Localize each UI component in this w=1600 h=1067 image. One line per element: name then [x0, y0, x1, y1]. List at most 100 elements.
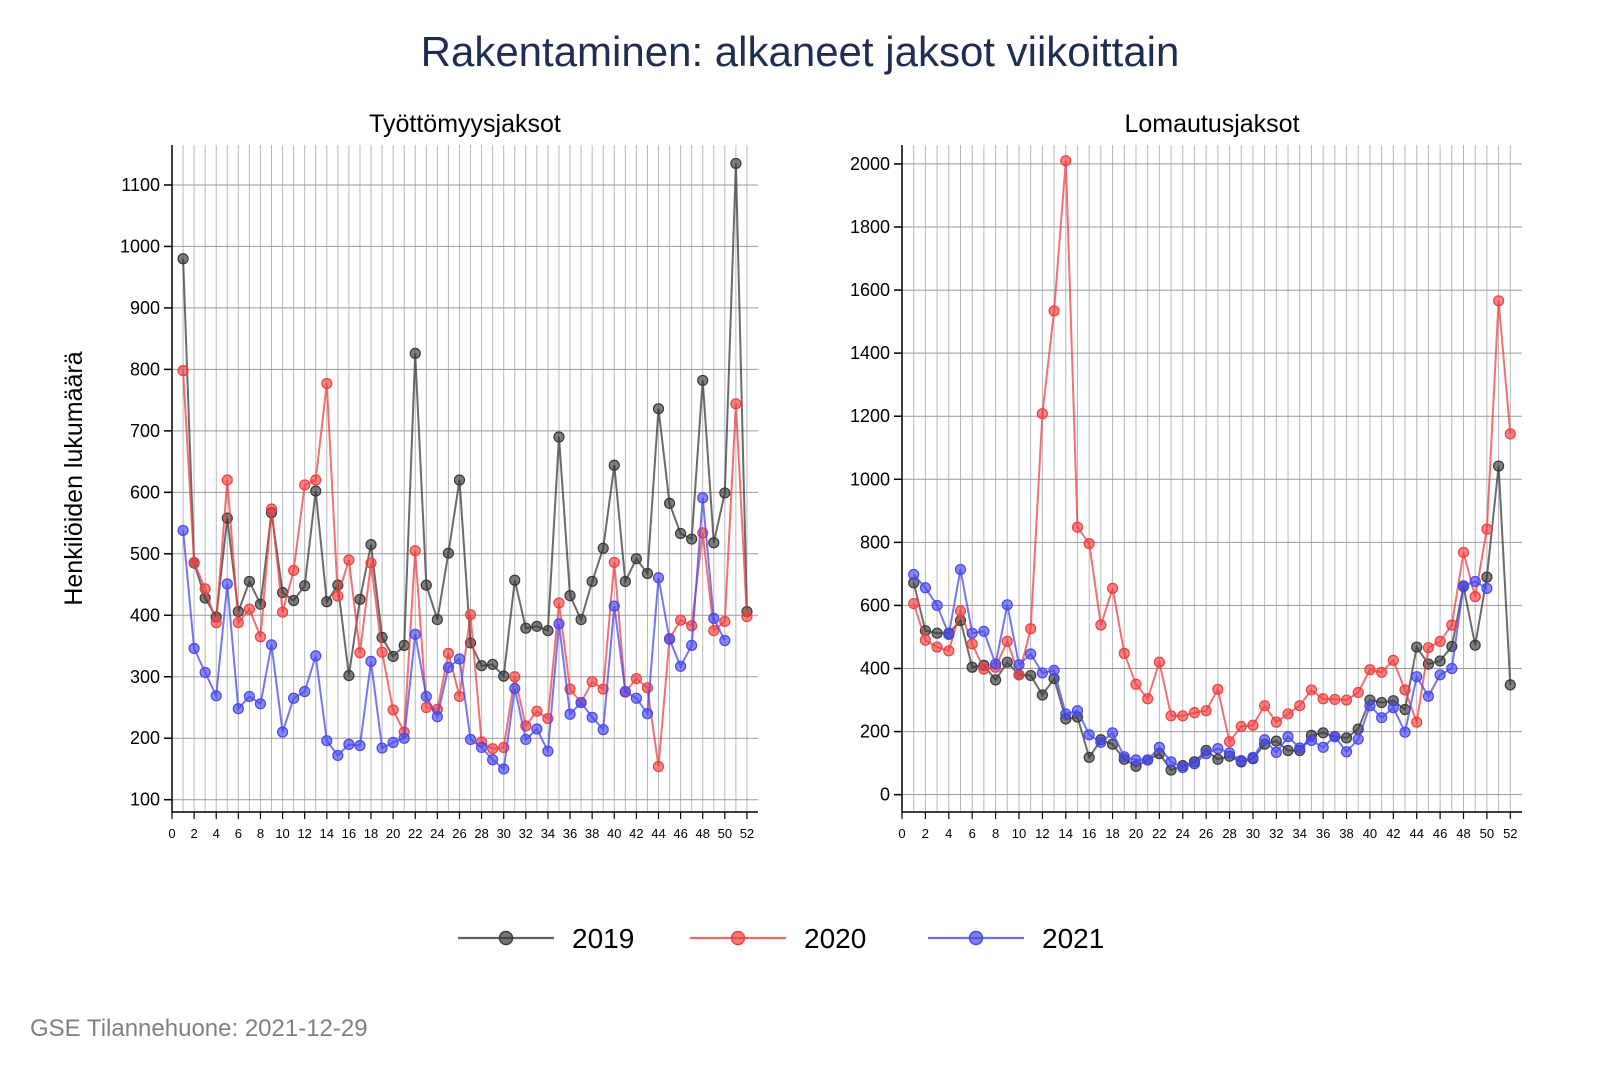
x-tick-label: 46: [673, 826, 687, 841]
x-tick-label: 24: [430, 826, 444, 841]
legend-label-2021: 2021: [1042, 923, 1104, 954]
legend-marker-2019: [498, 930, 514, 946]
x-tick-label: 32: [519, 826, 533, 841]
data-point-2021: [978, 625, 990, 637]
x-tick-label: 8: [992, 826, 999, 841]
data-point-2021: [619, 685, 631, 698]
data-point-2020: [387, 704, 399, 716]
data-point-2019: [1036, 689, 1048, 701]
y-tick-label: 600: [860, 595, 890, 615]
y-tick-label: 900: [130, 298, 160, 318]
x-tick-label: 50: [718, 826, 732, 841]
x-tick-label: 16: [342, 826, 356, 841]
data-point-2020: [730, 398, 742, 410]
data-point-2021: [1282, 731, 1294, 743]
data-point-2021: [919, 582, 931, 594]
chart-title: Rakentaminen: alkaneet jaksot viikoittai…: [421, 28, 1180, 75]
data-point-2020: [686, 620, 698, 632]
data-point-2019: [365, 538, 377, 551]
series-line-2019: [912, 465, 1512, 772]
y-tick-label: 300: [130, 667, 160, 687]
data-point-2021: [409, 628, 421, 640]
data-point-2021: [376, 742, 388, 754]
data-point-2019: [575, 613, 587, 626]
data-point-2020: [966, 638, 978, 650]
x-tick-label: 8: [257, 826, 264, 841]
data-point-2021: [1259, 734, 1271, 746]
data-point-2020: [708, 625, 720, 637]
data-point-2021: [1294, 742, 1306, 754]
data-point-2021: [1095, 736, 1107, 748]
x-tick-label: 4: [945, 826, 952, 841]
data-point-2019: [708, 537, 720, 549]
y-tick-label: 400: [130, 605, 160, 625]
x-tick-label: 22: [408, 826, 422, 841]
data-point-2021: [608, 600, 620, 612]
data-point-2021: [398, 732, 410, 744]
x-tick-label: 44: [651, 826, 665, 841]
data-point-2021: [276, 726, 289, 738]
data-point-2021: [641, 708, 654, 720]
data-point-2019: [431, 613, 443, 626]
x-tick-label: 38: [585, 826, 599, 841]
data-point-2021: [343, 738, 355, 750]
data-point-2021: [387, 736, 399, 749]
data-point-2019: [1212, 753, 1224, 765]
data-point-2020: [1259, 700, 1271, 712]
x-tick-label: 48: [695, 826, 709, 841]
data-point-2021: [520, 733, 532, 746]
data-point-2020: [188, 556, 200, 569]
data-point-2021: [542, 745, 554, 757]
data-point-2020: [464, 609, 477, 621]
data-point-2019: [531, 620, 543, 632]
data-point-2020: [1493, 295, 1505, 307]
data-point-2020: [1469, 591, 1481, 603]
data-point-2021: [487, 754, 499, 766]
data-point-2019: [409, 347, 421, 359]
data-point-2020: [675, 614, 687, 626]
data-point-2020: [1130, 678, 1142, 690]
data-point-2021: [1223, 747, 1236, 759]
data-point-2021: [1340, 746, 1353, 758]
x-tick-label: 20: [1129, 826, 1143, 841]
data-point-2020: [354, 647, 366, 659]
data-point-2021: [1352, 733, 1364, 745]
x-tick-label: 4: [213, 826, 220, 841]
data-point-2019: [597, 542, 609, 554]
data-point-2021: [210, 690, 222, 702]
data-point-2021: [663, 633, 676, 645]
data-point-2021: [553, 618, 565, 630]
panel-tyottomyysjaksot: Työttömyysjaksot100200300400500600700800…: [60, 110, 758, 841]
x-tick-label: 28: [1222, 826, 1236, 841]
y-tick-label: 200: [860, 722, 890, 742]
data-point-2021: [332, 749, 344, 762]
data-point-2020: [553, 597, 565, 609]
data-point-2020: [1165, 710, 1177, 722]
data-point-2020: [1411, 716, 1423, 728]
data-point-2019: [663, 497, 676, 509]
y-tick-label: 1000: [850, 469, 890, 489]
data-point-2021: [1118, 751, 1130, 763]
data-point-2019: [288, 594, 300, 607]
data-point-2021: [232, 703, 244, 715]
data-point-2021: [966, 627, 978, 639]
y-tick-label: 1600: [850, 280, 890, 300]
data-point-2021: [597, 724, 609, 736]
y-tick-label: 200: [130, 728, 160, 748]
x-tick-label: 32: [1269, 826, 1283, 841]
data-point-2020: [321, 377, 333, 390]
y-tick-label: 800: [860, 532, 890, 552]
data-point-2021: [321, 735, 333, 747]
data-point-2021: [652, 572, 665, 584]
data-point-2021: [1083, 729, 1095, 741]
data-point-2020: [1294, 700, 1306, 712]
data-point-2020: [1457, 546, 1470, 559]
data-point-2019: [1411, 641, 1423, 653]
data-point-2019: [1317, 727, 1329, 739]
panel-title: Työttömyysjaksot: [369, 110, 561, 138]
x-tick-label: 34: [1293, 826, 1307, 841]
data-point-2020: [1446, 619, 1458, 631]
data-point-2019: [989, 674, 1002, 686]
data-point-2020: [1036, 408, 1048, 420]
data-point-2020: [1481, 523, 1493, 535]
